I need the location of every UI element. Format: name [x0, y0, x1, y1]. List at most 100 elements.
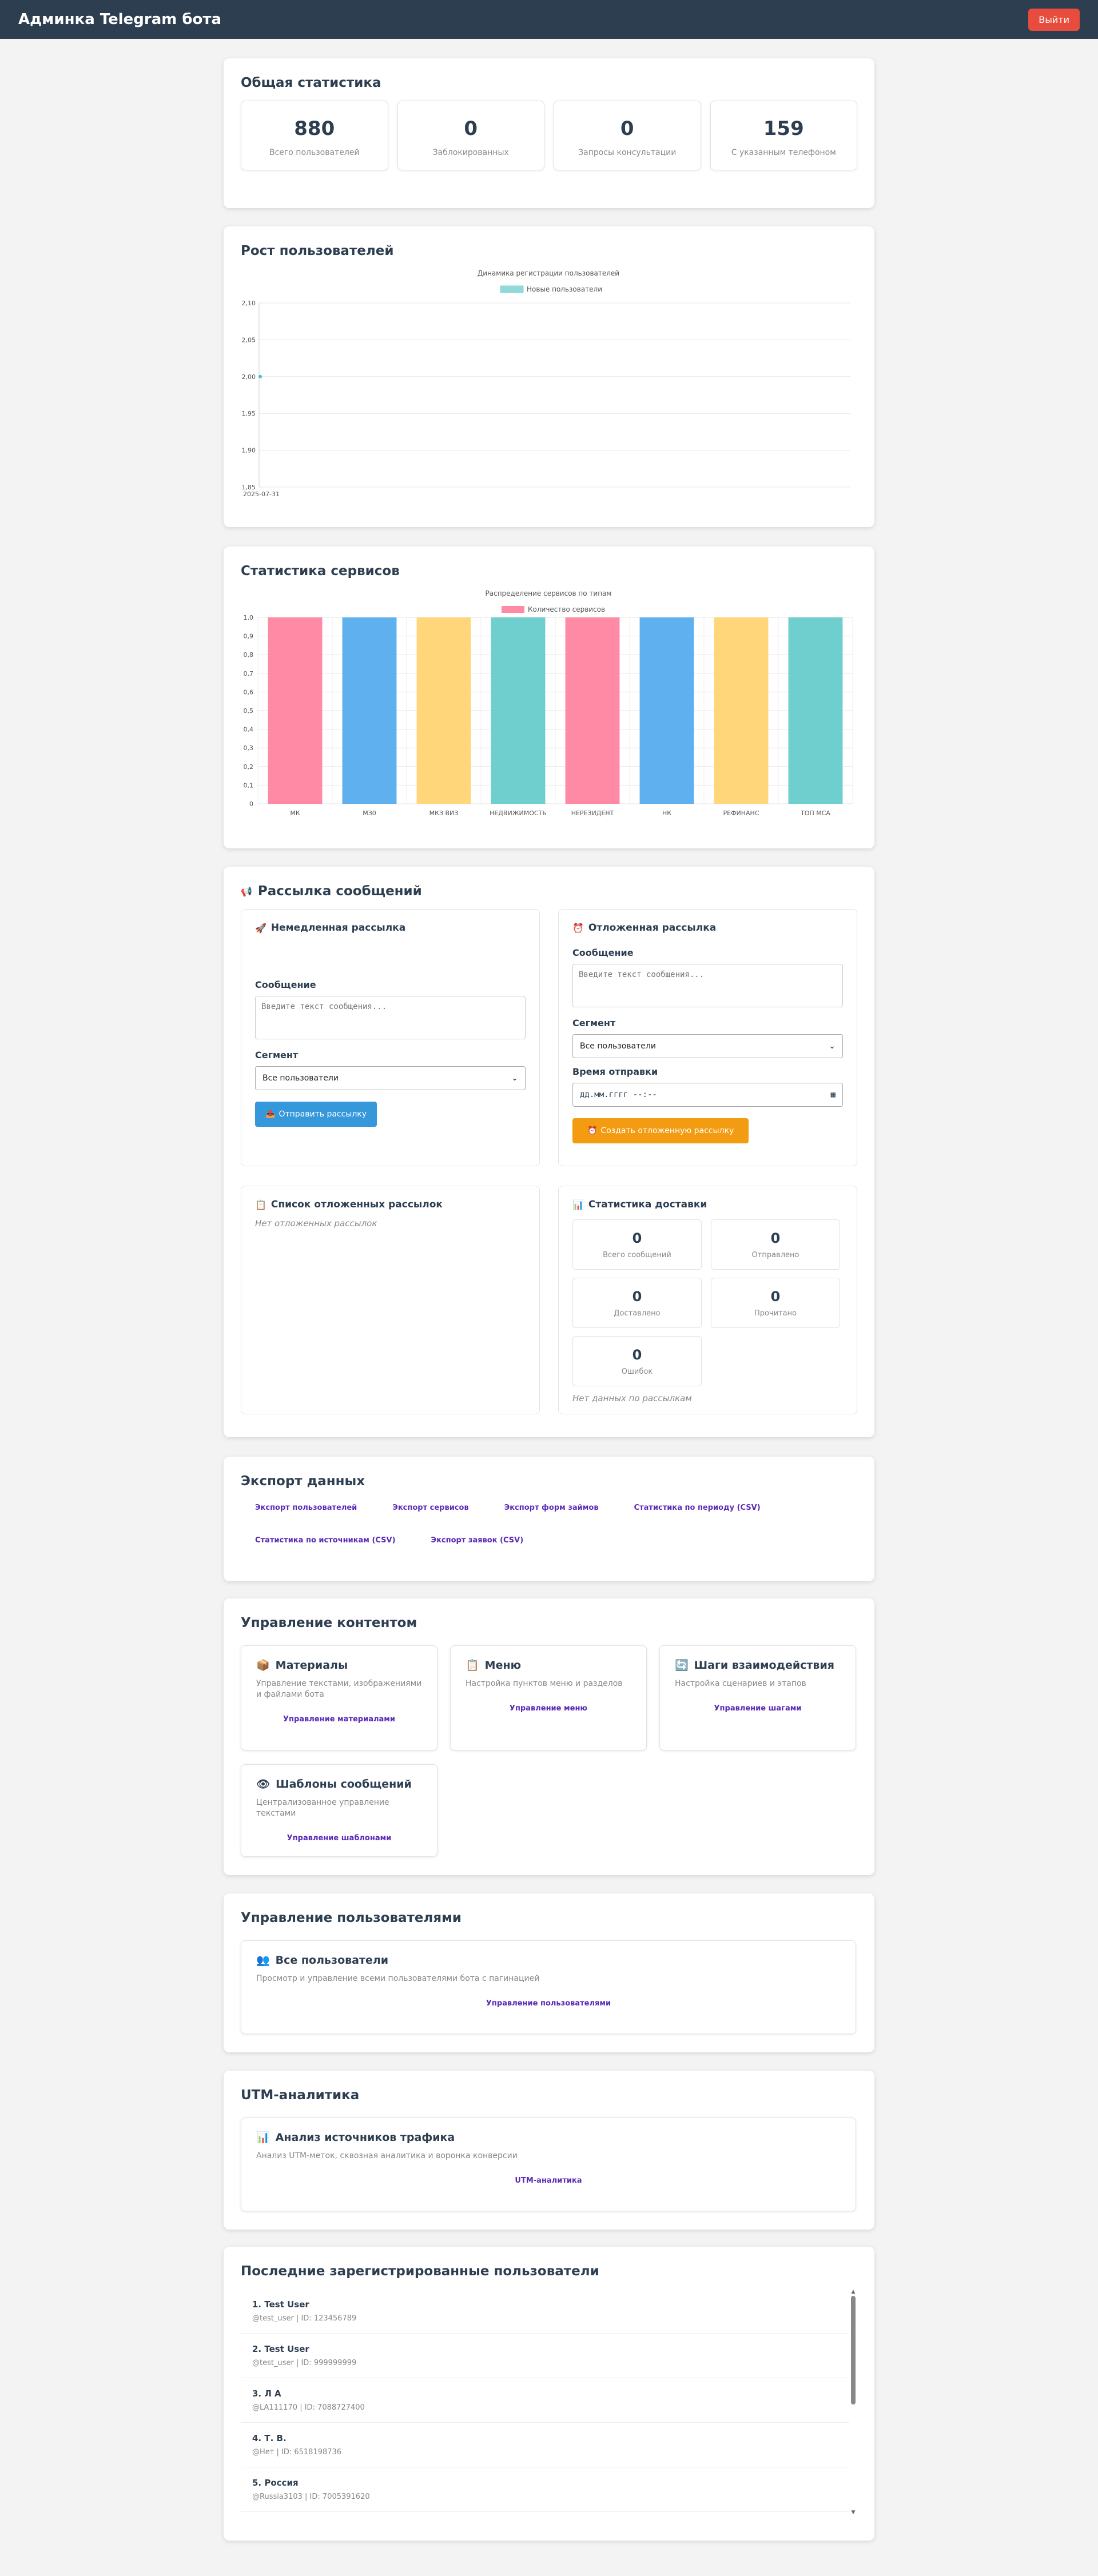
scrollbar[interactable]: ▲ ▼ [850, 2289, 856, 2515]
clipboard-icon: 📋 [255, 1199, 266, 1210]
delivery-title-text: Статистика доставки [588, 1199, 707, 1210]
y-tick-label: 0,6 [244, 688, 254, 696]
stat-card-total-users: 880 Всего пользователей [241, 101, 388, 170]
stat-label: Всего пользователей [269, 148, 360, 157]
send-broadcast-button[interactable]: 📤 Отправить рассылку [255, 1102, 377, 1127]
materials-desc: Управление текстами, изображениями и фай… [256, 1679, 422, 1699]
chevron-down-icon: ⌄ [829, 1042, 836, 1051]
delivery-title: 📊 Статистика доставки [572, 1199, 843, 1210]
utm-analytics-link[interactable]: UTM-аналитика [515, 2176, 582, 2185]
y-tick-label: 0,3 [244, 744, 254, 752]
bar [714, 617, 769, 804]
list-item: 5. Россия @Russia3103 | ID: 7005391620 [241, 2467, 849, 2512]
manage-templates-link[interactable]: Управление шаблонами [287, 1834, 392, 1843]
scheduled-message-input[interactable] [572, 964, 843, 1007]
top-header: Админка Telegram бота Выйти [0, 0, 1098, 39]
megaphone-icon: 📢 [241, 886, 252, 897]
menu-title: Меню [484, 1658, 522, 1672]
recent-users-section: Последние зарегистрированные пользовател… [224, 2247, 874, 2541]
create-scheduled-button[interactable]: ⏰ Создать отложенную рассылку [572, 1118, 749, 1143]
delivery-card-errors: 0 Ошибок [572, 1336, 702, 1386]
export-users-link[interactable]: Экспорт пользователей [255, 1504, 357, 1512]
bar [565, 617, 620, 804]
list-item: 3. Л А @LA111170 | ID: 7088727400 [241, 2378, 849, 2423]
segment-label: Сегмент [255, 1050, 299, 1060]
delivery-empty: Нет данных по рассылкам [572, 1393, 692, 1403]
y-tick-label: 2,05 [242, 336, 256, 344]
export-services-link[interactable]: Экспорт сервисов [392, 1504, 469, 1512]
recent-users-list[interactable]: 1. Test User @test_user | ID: 123456789 … [241, 2289, 857, 2515]
message-label: Сообщение [255, 979, 316, 990]
refresh-icon: 🔄 [675, 1659, 689, 1672]
steps-card: 🔄 Шаги взаимодействия Настройка сценариев… [659, 1645, 856, 1750]
user-name: 1. Test User [252, 2299, 309, 2310]
manage-materials-link[interactable]: Управление материалами [283, 1715, 396, 1724]
legend-swatch [502, 606, 524, 613]
menu-icon: 📋 [466, 1659, 479, 1672]
bar [788, 617, 843, 804]
users-mgmt-section: Управление пользователями 👥 Все пользоват… [224, 1893, 874, 2052]
templates-desc: Централизованное управление текстами [256, 1798, 389, 1818]
mini-label: Ошибок [621, 1367, 653, 1376]
materials-card: 📦 Материалы Управление текстами, изображе… [241, 1645, 437, 1750]
growth-section: Рост пользователей Динамика регистрации … [224, 226, 874, 527]
export-period-stats-link[interactable]: Статистика по периоду (CSV) [634, 1504, 761, 1512]
y-tick-label: 1,90 [242, 447, 256, 454]
export-applications-link[interactable]: Экспорт заявок (CSV) [431, 1536, 524, 1545]
stat-value: 0 [464, 117, 478, 140]
scheduled-segment-select[interactable]: Все пользователи ⌄ [572, 1034, 843, 1058]
user-name: 2. Test User [252, 2344, 309, 2354]
scheduled-list-empty: Нет отложенных рассылок [255, 1218, 377, 1229]
utm-title: UTM-аналитика [241, 2088, 360, 2103]
mini-value: 0 [632, 1230, 642, 1246]
delivery-card-read: 0 Прочитано [711, 1278, 840, 1328]
user-meta: @test_user | ID: 123456789 [252, 2314, 357, 2323]
immediate-segment-select[interactable]: Все пользователи ⌄ [255, 1066, 526, 1090]
x-tick-label: 2025-07-31 [243, 491, 280, 497]
x-tick-label: ТОП МСА [800, 810, 830, 817]
utm-card: 📊 Анализ источников трафика Анализ UTM-ме… [241, 2118, 856, 2211]
calendar-icon: ▦ [830, 1090, 836, 1099]
list-item: 2. Test User @test_user | ID: 999999999 [241, 2334, 849, 2378]
send-icon: 📤 [265, 1110, 276, 1119]
chart-title: Динамика регистрации пользователей [478, 269, 619, 277]
y-tick-label: 0,9 [244, 633, 254, 640]
all-users-title: Все пользователи [275, 1953, 389, 1967]
user-meta: @Russia3103 | ID: 7005391620 [252, 2493, 370, 2501]
recent-users-title: Последние зарегистрированные пользовател… [241, 2264, 599, 2279]
all-users-desc: Просмотр и управление всеми пользователя… [256, 1974, 540, 1983]
x-tick-label: МКЗ ВИЗ [429, 810, 459, 817]
y-tick-label: 1,95 [242, 410, 256, 417]
mini-value: 0 [770, 1230, 781, 1246]
stat-value: 159 [763, 117, 804, 140]
legend-label: Новые пользователи [527, 285, 602, 293]
schedule-time-input[interactable]: дд.мм.гггг --:-- ▦ [572, 1083, 843, 1107]
export-title: Экспорт данных [241, 1474, 365, 1489]
package-icon: 📦 [256, 1659, 270, 1672]
scroll-up-arrow[interactable]: ▲ [851, 2289, 856, 2295]
manage-steps-link[interactable]: Управление шагами [714, 1704, 802, 1713]
mini-label: Прочитано [754, 1309, 797, 1318]
scheduled-list-title-text: Список отложенных рассылок [270, 1199, 443, 1210]
export-loan-forms-link[interactable]: Экспорт форм займов [504, 1504, 599, 1512]
data-point [258, 374, 262, 378]
utm-card-title: Анализ источников трафика [275, 2131, 455, 2144]
eye-icon: 👁 [256, 1778, 270, 1791]
manage-users-link[interactable]: Управление пользователями [486, 1999, 611, 2008]
immediate-broadcast-panel: 🚀 Немедленная рассылка Сообщение Сегмент… [241, 909, 540, 1166]
scrollbar-thumb[interactable] [851, 2296, 856, 2404]
bar [268, 617, 323, 804]
export-source-stats-link[interactable]: Статистика по источникам (CSV) [255, 1536, 396, 1545]
y-tick-label: 2,00 [242, 373, 256, 381]
segment-value: Все пользователи [262, 1074, 339, 1083]
logout-button[interactable]: Выйти [1028, 8, 1080, 31]
time-label: Время отправки [572, 1066, 658, 1077]
bar-chart-icon: 📊 [572, 1199, 584, 1210]
scroll-down-arrow[interactable]: ▼ [851, 2510, 856, 2515]
bar [639, 617, 694, 804]
manage-menu-link[interactable]: Управление меню [509, 1704, 588, 1713]
immediate-message-input[interactable] [255, 996, 526, 1039]
users-mgmt-title: Управление пользователями [241, 1911, 462, 1925]
users-icon: 👥 [256, 1954, 270, 1967]
segment-label: Сегмент [572, 1018, 616, 1028]
